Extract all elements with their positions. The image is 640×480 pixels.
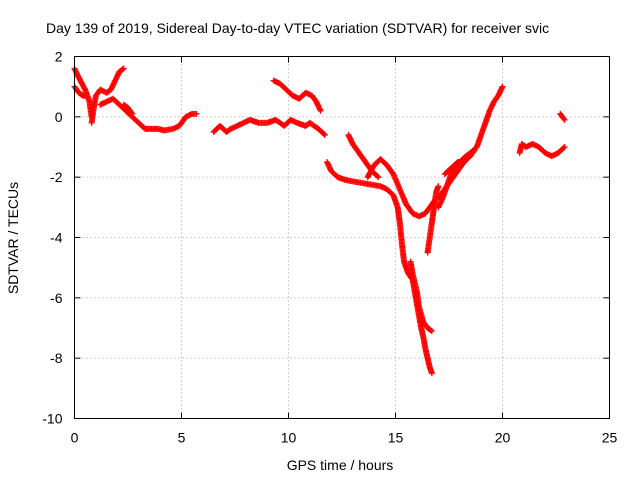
data-point [82,92,89,99]
data-segment [435,83,506,211]
data-point [128,109,135,116]
data-point [120,65,127,72]
data-segment [88,65,127,126]
chart-title: Day 139 of 2019, Sidereal Day-to-day VTE… [46,20,549,36]
x-tick-label: 0 [71,430,79,446]
data-point [427,327,434,334]
x-tick-label: 15 [388,430,404,446]
x-axis-label: GPS time / hours [287,457,394,473]
data-point [321,131,328,138]
data-segment [407,258,435,335]
y-tick-label: -6 [50,290,63,306]
data-segment [516,140,568,160]
x-tick-label: 10 [281,430,297,446]
data-point [561,144,568,150]
data-segment [557,110,568,123]
y-axis-label: SDTVAR / TECUs [5,182,21,294]
data-point [560,115,567,122]
data-segment [441,147,478,178]
data-point [560,145,567,152]
x-tick-label: 5 [178,430,186,446]
data-point [375,174,382,181]
grid [74,56,610,419]
data-point [320,130,327,137]
data-point [317,107,324,114]
y-tick-label: -4 [50,230,63,246]
tick-labels: 0 5 10 15 20 25 -10 -8 -6 -4 -2 0 2 [42,49,617,446]
data-point [193,110,200,117]
data-point [470,148,477,155]
y-tick-label: -8 [50,350,63,366]
data-segment [270,77,324,114]
y-tick-label: -2 [50,169,63,185]
y-tick-label: -10 [42,411,62,427]
y-tick-label: 2 [55,49,63,65]
data-segment [120,101,136,117]
data-point [561,116,568,123]
data-point [119,66,126,73]
data-segment [71,83,89,99]
data-point [129,110,136,117]
data-segment [324,159,435,377]
axis-ticks [74,56,610,419]
data-segment [345,131,382,181]
data-point [428,370,435,377]
x-tick-label: 20 [495,430,511,446]
data-point [428,328,435,335]
data-series [71,65,568,377]
data-point [374,173,381,180]
x-tick-label: 25 [602,430,618,446]
data-point [499,83,506,90]
data-point [471,147,478,154]
data-segment [424,183,442,256]
data-segment [97,95,200,134]
y-tick-label: 0 [55,109,63,125]
data-segment [210,116,328,138]
data-point [435,183,442,190]
